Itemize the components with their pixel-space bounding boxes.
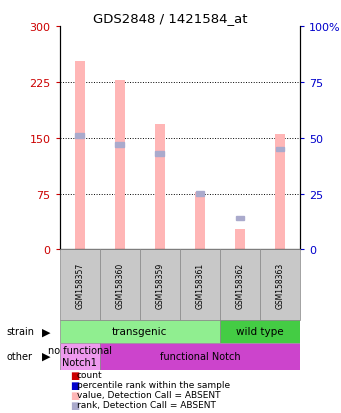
Bar <box>60 320 220 343</box>
Bar <box>220 250 260 320</box>
Bar <box>276 147 284 152</box>
Bar <box>195 192 204 196</box>
Text: no functional
Notch1: no functional Notch1 <box>48 345 112 367</box>
Bar <box>60 250 100 320</box>
Text: ■: ■ <box>70 380 79 390</box>
Bar <box>115 143 124 147</box>
Bar <box>75 62 85 250</box>
Text: ■: ■ <box>70 370 79 380</box>
Text: GSM158360: GSM158360 <box>115 262 124 308</box>
Text: GSM158361: GSM158361 <box>195 262 204 308</box>
Text: wild type: wild type <box>236 326 284 337</box>
Text: rank, Detection Call = ABSENT: rank, Detection Call = ABSENT <box>77 400 216 409</box>
Bar <box>140 250 180 320</box>
Text: ▶: ▶ <box>42 351 50 361</box>
Bar <box>75 134 84 138</box>
Text: strain: strain <box>7 326 35 337</box>
Bar <box>235 229 245 250</box>
Bar <box>220 320 300 343</box>
Text: other: other <box>7 351 33 361</box>
Text: ■: ■ <box>70 390 79 400</box>
Bar <box>100 343 300 370</box>
Bar <box>115 81 125 250</box>
Bar <box>260 250 300 320</box>
Text: ▶: ▶ <box>42 326 50 337</box>
Bar <box>155 152 164 156</box>
Text: value, Detection Call = ABSENT: value, Detection Call = ABSENT <box>77 390 220 399</box>
Text: ■: ■ <box>70 400 79 410</box>
Bar <box>195 192 205 250</box>
Bar <box>180 250 220 320</box>
Bar <box>155 125 165 250</box>
Text: percentile rank within the sample: percentile rank within the sample <box>77 380 230 389</box>
Bar <box>275 135 285 250</box>
Text: GSM158362: GSM158362 <box>236 262 244 308</box>
Bar <box>60 343 100 370</box>
Text: transgenic: transgenic <box>112 326 167 337</box>
Text: GSM158363: GSM158363 <box>276 262 284 308</box>
Text: functional Notch: functional Notch <box>160 351 240 361</box>
Text: GSM158357: GSM158357 <box>75 262 84 308</box>
Text: GDS2848 / 1421584_at: GDS2848 / 1421584_at <box>93 12 248 25</box>
Text: GSM158359: GSM158359 <box>155 262 164 308</box>
Text: count: count <box>77 370 102 380</box>
Bar <box>236 216 244 221</box>
Bar <box>100 250 140 320</box>
